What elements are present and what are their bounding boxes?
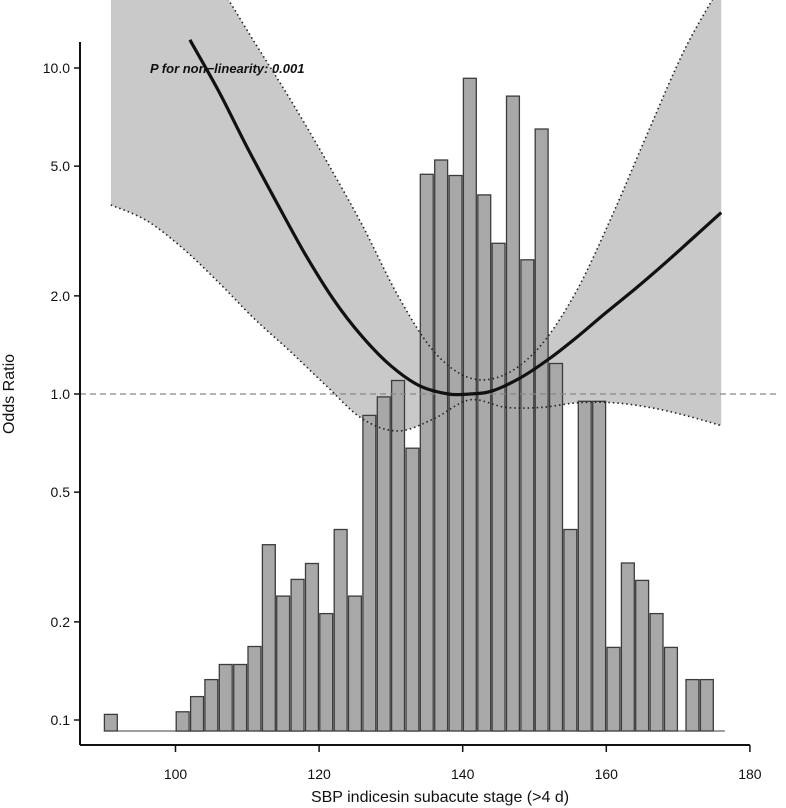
histogram-bar bbox=[390, 379, 406, 732]
confidence-band-layer bbox=[110, 0, 722, 431]
histogram-bar bbox=[103, 713, 118, 732]
y-tick-label: 5.0 bbox=[51, 158, 71, 174]
histogram-bar bbox=[304, 562, 320, 732]
histogram-bar bbox=[419, 173, 434, 732]
curve-layer bbox=[80, 0, 780, 432]
histogram-bar bbox=[189, 695, 205, 732]
y-tick-label: 0.1 bbox=[51, 712, 71, 728]
histogram-bars bbox=[103, 77, 725, 732]
x-tick-label: 160 bbox=[595, 766, 619, 782]
histogram-bar bbox=[462, 77, 477, 732]
histogram-bar bbox=[218, 663, 233, 732]
histogram-bar bbox=[247, 645, 262, 732]
histogram-bar bbox=[276, 595, 291, 732]
histogram-bar bbox=[663, 646, 679, 732]
histogram-bar bbox=[347, 595, 363, 732]
histogram-bar bbox=[592, 400, 607, 732]
histogram-bar bbox=[333, 528, 348, 732]
histogram-bar bbox=[577, 400, 592, 732]
histogram-bar bbox=[175, 711, 190, 732]
x-tick-label: 140 bbox=[451, 766, 475, 782]
y-axis-title: Odds Ratio bbox=[1, 354, 18, 434]
histogram-bar bbox=[204, 678, 219, 732]
histogram-bar bbox=[685, 678, 700, 732]
histogram-bar bbox=[405, 447, 420, 732]
histogram-bar bbox=[491, 242, 506, 732]
histogram-bar bbox=[290, 578, 305, 732]
histogram-bar bbox=[261, 544, 276, 732]
y-tick-label: 0.5 bbox=[51, 484, 71, 500]
confidence-band bbox=[110, 0, 722, 431]
histogram-bar bbox=[520, 259, 535, 732]
histogram-bar bbox=[505, 95, 521, 732]
histogram-bar bbox=[534, 128, 549, 732]
histogram-bar bbox=[477, 194, 492, 732]
nonlinearity-annotation: P for non−linearity: 0.001 bbox=[150, 61, 304, 76]
histogram-bar bbox=[620, 562, 635, 732]
chart-text: P for non−linearity: 0.001 SBP indicesin… bbox=[1, 61, 569, 806]
histogram-bar bbox=[563, 528, 578, 732]
x-tick-label: 180 bbox=[738, 766, 762, 782]
histogram-bar bbox=[362, 414, 377, 732]
histogram-bar bbox=[548, 362, 564, 732]
histogram-bar bbox=[376, 396, 391, 732]
histogram-bar bbox=[649, 612, 664, 732]
x-tick-label: 100 bbox=[164, 766, 188, 782]
y-tick-label: 2.0 bbox=[51, 288, 71, 304]
histogram-bar bbox=[635, 579, 650, 732]
x-axis-title: SBP indicesin subacute stage (>4 d) bbox=[311, 789, 569, 806]
histogram-bar bbox=[319, 612, 334, 732]
y-tick-label: 0.2 bbox=[51, 614, 71, 630]
odds-ratio-curve bbox=[188, 39, 723, 397]
histogram-bar bbox=[606, 646, 621, 732]
histogram-bar bbox=[233, 663, 248, 732]
histogram-bar bbox=[699, 678, 714, 732]
histogram-bar bbox=[434, 159, 449, 732]
y-tick-label: 1.0 bbox=[51, 386, 71, 402]
histogram-bar bbox=[448, 174, 463, 732]
x-tick-label: 120 bbox=[307, 766, 331, 782]
axes: 0.1 0.2 0.5 1.0 2.0 5.0 10.0 100 120 140 160 180 bbox=[43, 42, 762, 782]
y-tick-label: 10.0 bbox=[43, 60, 70, 76]
